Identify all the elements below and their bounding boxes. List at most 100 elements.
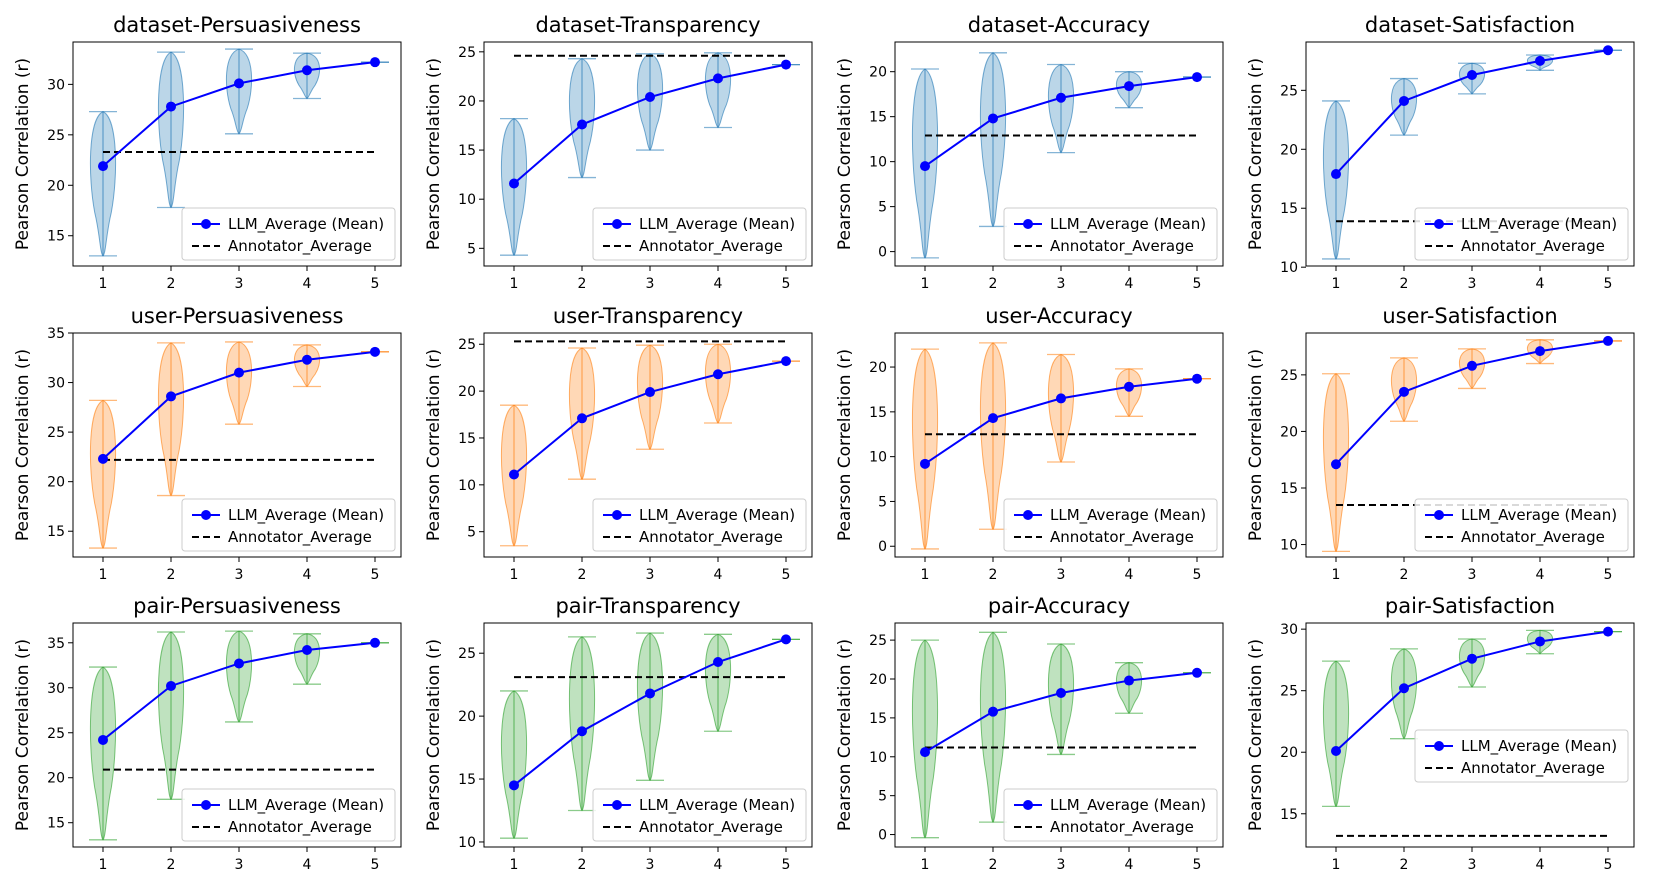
y-tick-label: 5 — [467, 241, 476, 257]
x-tick-label: 4 — [1125, 567, 1134, 583]
x-tick-label: 4 — [1536, 567, 1545, 583]
legend-llm-label: LLM_Average (Mean) — [228, 506, 384, 525]
y-tick-label: 15 — [869, 405, 887, 421]
subplot-title: dataset-Transparency — [535, 13, 760, 37]
y-tick-label: 10 — [1280, 260, 1298, 276]
y-tick-label: 10 — [458, 192, 476, 208]
llm-average-point — [370, 637, 380, 648]
axes-frame — [483, 622, 813, 848]
legend: LLM_Average (Mean) Annotator_Average — [1414, 729, 1629, 783]
llm-average-point — [645, 387, 655, 398]
y-tick-label: 5 — [878, 494, 887, 510]
x-tick-label: 5 — [1604, 567, 1613, 583]
y-tick-label: 15 — [47, 816, 65, 832]
subplot-title: pair-Transparency — [555, 594, 740, 618]
y-tick-label: 20 — [47, 475, 65, 491]
y-tick-label: 0 — [878, 539, 887, 555]
y-tick-label: 25 — [47, 128, 65, 144]
y-tick-label: 30 — [47, 681, 65, 697]
axes-frame — [483, 41, 813, 267]
x-tick-label: 3 — [1468, 276, 1477, 292]
legend-llm-label: LLM_Average (Mean) — [639, 506, 795, 525]
y-axis-label: Pearson Correlation (r) — [835, 349, 855, 541]
legend-llm-swatch-marker — [612, 219, 622, 229]
llm-average-point — [1399, 95, 1409, 106]
x-tick-label: 2 — [578, 857, 587, 873]
y-tick-label: 25 — [47, 726, 65, 742]
x-tick-label: 2 — [1400, 567, 1409, 583]
x-tick-label: 3 — [1468, 857, 1477, 873]
y-tick-label: 10 — [458, 478, 476, 494]
x-tick-label: 1 — [99, 857, 108, 873]
llm-average-point — [1467, 70, 1477, 81]
x-tick-label: 1 — [921, 857, 930, 873]
legend-annotator-label: Annotator_Average — [639, 528, 783, 547]
legend: LLM_Average (Mean) Annotator_Average — [1003, 207, 1218, 261]
y-tick-label: 25 — [458, 337, 476, 353]
x-tick-label: 5 — [1193, 857, 1202, 873]
y-axis-label: Pearson Correlation (r) — [835, 58, 855, 250]
x-tick-label: 5 — [1193, 567, 1202, 583]
x-tick-label: 2 — [578, 567, 587, 583]
y-tick-label: 0 — [878, 245, 887, 261]
llm-average-point — [98, 734, 108, 745]
x-tick-label: 4 — [303, 276, 312, 292]
x-tick-label: 5 — [1193, 276, 1202, 292]
x-tick-label: 2 — [1400, 857, 1409, 873]
llm-average-point — [302, 644, 312, 655]
y-tick-label: 20 — [458, 384, 476, 400]
legend-llm-swatch-marker — [1023, 800, 1033, 810]
llm-average-point — [370, 57, 380, 68]
llm-average-point — [781, 59, 791, 70]
llm-average-point — [577, 726, 587, 737]
llm-average-point — [234, 658, 244, 669]
llm-average-point — [1399, 683, 1409, 694]
subplot-title: dataset-Persuasiveness — [113, 13, 361, 37]
y-tick-label: 10 — [869, 750, 887, 766]
llm-average-point — [166, 680, 176, 691]
y-axis-label: Pearson Correlation (r) — [424, 639, 444, 831]
x-tick-label: 4 — [303, 567, 312, 583]
subplot-dataset-Persuasiveness: dataset-Persuasiveness Pearson Correlatio… — [13, 13, 402, 292]
legend-box — [181, 788, 396, 842]
y-tick-label: 10 — [1280, 538, 1298, 554]
x-tick-label: 4 — [1125, 276, 1134, 292]
y-tick-label: 30 — [47, 77, 65, 93]
x-tick-label: 5 — [1604, 276, 1613, 292]
y-tick-label: 25 — [1280, 368, 1298, 384]
legend-llm-swatch-marker — [201, 800, 211, 810]
x-tick-label: 3 — [1468, 567, 1477, 583]
legend-annotator-label: Annotator_Average — [228, 237, 372, 256]
x-tick-label: 1 — [99, 567, 108, 583]
y-axis-label: Pearson Correlation (r) — [13, 639, 33, 831]
legend-annotator-label: Annotator_Average — [1461, 237, 1605, 256]
llm-average-point — [920, 458, 930, 469]
y-tick-label: 25 — [869, 633, 887, 649]
llm-average-point — [1124, 381, 1134, 392]
llm-average-point — [645, 688, 655, 699]
legend: LLM_Average (Mean) Annotator_Average — [181, 207, 396, 261]
llm-average-point — [1192, 72, 1202, 83]
llm-average-point — [234, 367, 244, 378]
x-tick-label: 4 — [714, 857, 723, 873]
llm-average-point — [1467, 653, 1477, 664]
x-tick-label: 3 — [1057, 276, 1066, 292]
legend-llm-label: LLM_Average (Mean) — [1050, 506, 1206, 525]
llm-average-point — [1331, 459, 1341, 470]
y-tick-label: 15 — [458, 143, 476, 159]
x-tick-label: 5 — [371, 567, 380, 583]
x-tick-label: 3 — [235, 567, 244, 583]
legend-box — [1003, 498, 1218, 552]
legend-box — [592, 207, 807, 261]
legend: LLM_Average (Mean) Annotator_Average — [1414, 207, 1629, 261]
y-axis-label: Pearson Correlation (r) — [1246, 58, 1266, 250]
llm-average-point — [1603, 45, 1613, 56]
subplot-pair-Accuracy: pair-Accuracy Pearson Correlation (r) 0 5 10… — [835, 594, 1224, 873]
legend-box — [1003, 788, 1218, 842]
y-axis-label: Pearson Correlation (r) — [835, 639, 855, 831]
x-tick-label: 4 — [714, 276, 723, 292]
y-tick-label: 10 — [869, 155, 887, 171]
y-tick-label: 15 — [869, 711, 887, 727]
llm-average-point — [166, 101, 176, 112]
